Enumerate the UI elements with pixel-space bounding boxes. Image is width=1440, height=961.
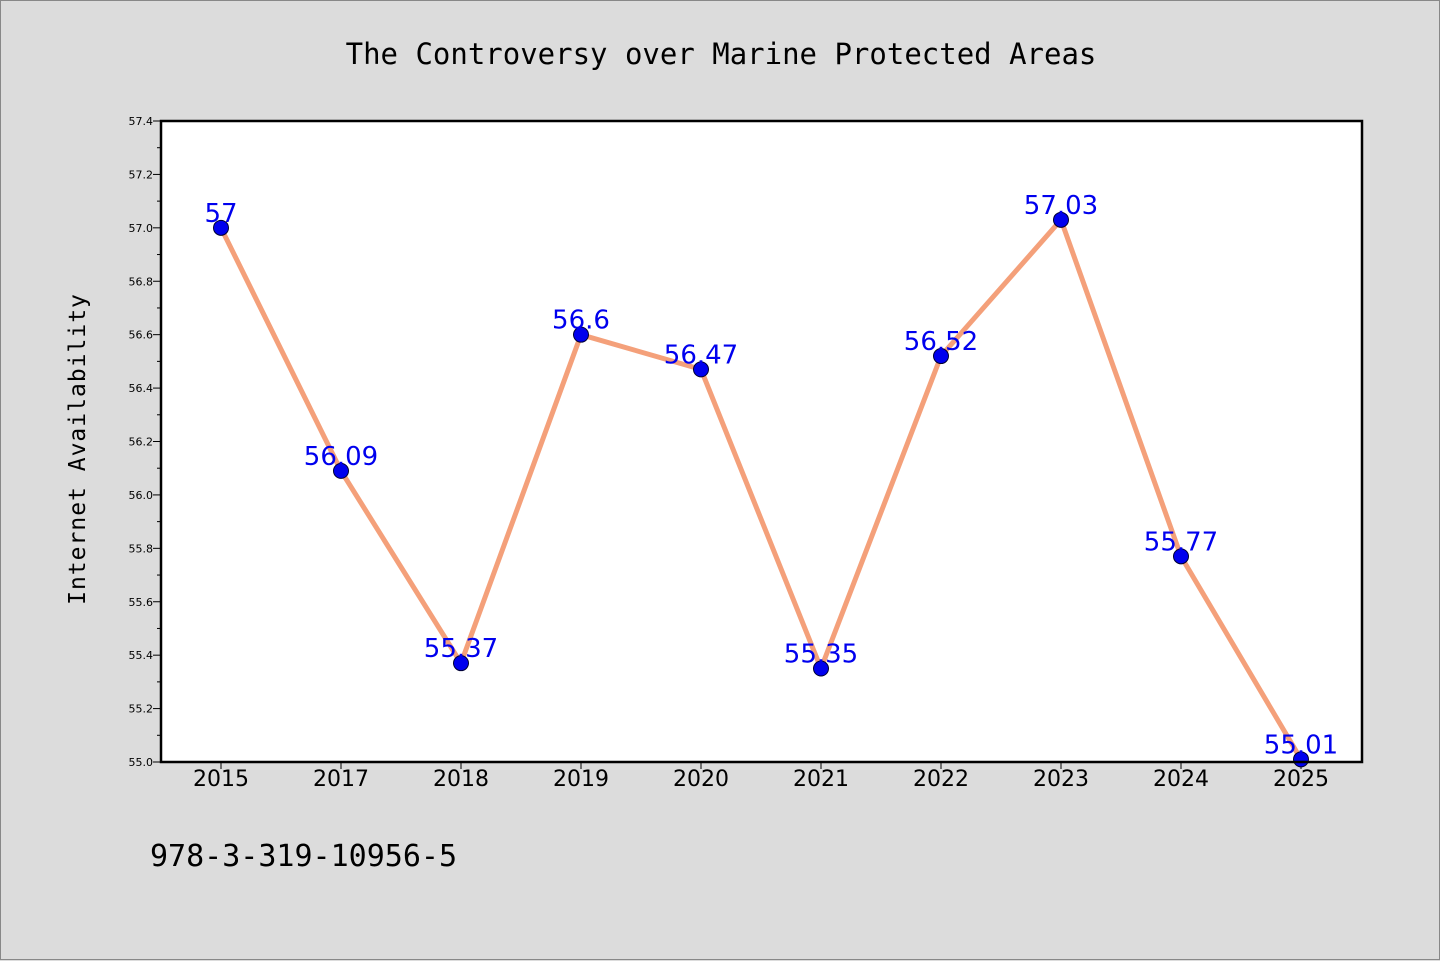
y-tick-label: 55.4 [129,649,154,662]
x-tick-label: 2017 [313,767,369,792]
data-label-2025: 55.01 [1264,730,1338,760]
y-tick-label: 56.8 [129,275,154,288]
data-label-2019: 56.6 [552,306,610,336]
data-point-2015 [213,219,229,236]
data-point-2023 [1053,211,1069,228]
y-tick-label: 57.4 [129,115,154,128]
data-point-2024 [1173,548,1189,565]
y-tick-label: 57.0 [129,222,154,235]
x-tick-label: 2025 [1273,767,1329,792]
data-label-2022: 56.52 [904,327,978,357]
y-tick-label: 55.8 [129,542,154,555]
data-label-2015: 57 [204,199,237,229]
y-axis-ticks: 55.0 55.2 55.4 55.6 55.8 56.0 56.2 56.4 56.6 56.8… [129,115,161,769]
x-tick-label: 2024 [1153,767,1209,792]
data-point-2017 [333,462,349,479]
plot-frame [159,119,1364,764]
data-label-2021: 55.35 [784,640,858,670]
chart-title: The Controversy over Marine Protected Ar… [346,37,1097,71]
data-point-2022 [933,348,949,365]
y-tick-label: 56.2 [129,436,154,449]
x-tick-label: 2022 [913,767,969,792]
data-point-2020 [693,361,709,378]
data-point-2019 [573,326,589,343]
data-label-2024: 55.77 [1144,527,1218,557]
x-axis-ticks: 2015 2017 2018 2019 2020 2021 2022 2023 2024 2025 [193,762,1329,792]
x-tick-label: 2023 [1033,767,1089,792]
y-tick-label: 56.4 [129,382,154,395]
data-point-2021 [813,660,829,677]
data-label-2020: 56.47 [664,340,738,370]
x-tick-label: 2019 [553,767,609,792]
data-label-2023: 57.03 [1024,191,1098,221]
data-markers [213,211,1309,768]
plot-area [161,121,1362,762]
series-line [218,217,1304,761]
y-tick-label: 57.2 [129,168,154,181]
y-tick-label: 56.0 [129,489,154,502]
x-tick-label: 2018 [433,767,489,792]
x-tick-label: 2021 [793,767,849,792]
y-tick-label: 55.6 [129,596,154,609]
y-tick-label: 56.6 [129,329,154,342]
y-tick-label: 55.2 [129,703,154,716]
x-tick-label: 2020 [673,767,729,792]
data-label-2017: 56.09 [304,442,378,472]
data-label-2018: 55.37 [424,634,498,664]
footer-code: 978-3-319-10956-5 [150,839,457,874]
data-point-2018 [453,655,469,672]
y-tick-label: 55.0 [129,756,154,769]
x-tick-label: 2015 [193,767,249,792]
data-labels: 57 56.09 55.37 56.6 56.47 55.35 56.52 57.03 55.7… [204,191,1338,761]
y-axis-label: Internet Availability [65,293,91,605]
